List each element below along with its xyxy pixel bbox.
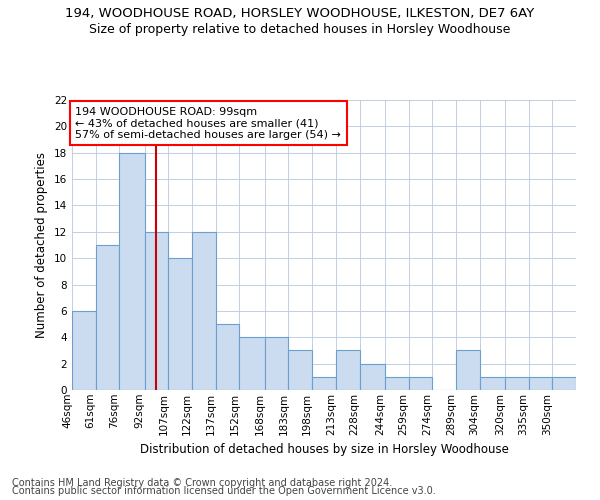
Bar bbox=[336, 350, 359, 390]
Bar bbox=[95, 245, 119, 390]
Bar bbox=[72, 311, 95, 390]
Bar bbox=[385, 377, 409, 390]
Text: Size of property relative to detached houses in Horsley Woodhouse: Size of property relative to detached ho… bbox=[89, 22, 511, 36]
Bar bbox=[119, 152, 145, 390]
Y-axis label: Number of detached properties: Number of detached properties bbox=[35, 152, 49, 338]
Text: 194, WOODHOUSE ROAD, HORSLEY WOODHOUSE, ILKESTON, DE7 6AY: 194, WOODHOUSE ROAD, HORSLEY WOODHOUSE, … bbox=[65, 8, 535, 20]
Bar bbox=[312, 377, 336, 390]
Bar bbox=[529, 377, 553, 390]
Bar bbox=[409, 377, 432, 390]
Bar bbox=[289, 350, 312, 390]
Bar bbox=[239, 338, 265, 390]
Bar bbox=[456, 350, 479, 390]
Bar bbox=[192, 232, 216, 390]
Bar bbox=[145, 232, 169, 390]
X-axis label: Distribution of detached houses by size in Horsley Woodhouse: Distribution of detached houses by size … bbox=[140, 443, 508, 456]
Text: Contains public sector information licensed under the Open Government Licence v3: Contains public sector information licen… bbox=[12, 486, 436, 496]
Bar bbox=[265, 338, 289, 390]
Text: 194 WOODHOUSE ROAD: 99sqm
← 43% of detached houses are smaller (41)
57% of semi-: 194 WOODHOUSE ROAD: 99sqm ← 43% of detac… bbox=[75, 106, 341, 140]
Text: Contains HM Land Registry data © Crown copyright and database right 2024.: Contains HM Land Registry data © Crown c… bbox=[12, 478, 392, 488]
Bar bbox=[479, 377, 505, 390]
Bar bbox=[169, 258, 192, 390]
Bar bbox=[553, 377, 576, 390]
Bar bbox=[505, 377, 529, 390]
Bar bbox=[216, 324, 239, 390]
Bar bbox=[359, 364, 385, 390]
